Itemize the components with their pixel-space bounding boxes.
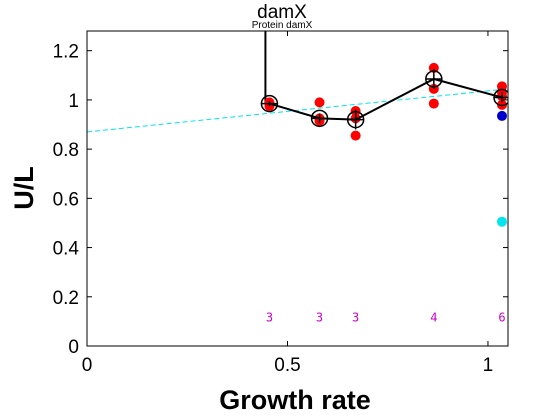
y-axis-label: U/L [9, 166, 39, 210]
x-tick-label: 0 [82, 355, 93, 376]
replicate-point [428, 62, 439, 73]
y-tick-label: 0.6 [53, 189, 79, 210]
fit-line [87, 88, 508, 133]
extra-point-cyan [496, 216, 507, 227]
replicate-count: 3 [266, 311, 273, 325]
y-tick-label: 0.8 [53, 140, 79, 161]
replicate-point [314, 97, 325, 108]
replicate-count: 3 [316, 311, 323, 325]
y-tick-label: 0.4 [53, 239, 80, 260]
y-tick-label: 1 [68, 91, 79, 112]
x-tick-label: 0.5 [274, 355, 300, 376]
mean-line [269, 77, 503, 121]
chart-title: damX [257, 2, 307, 23]
y-tick-label: 0 [68, 337, 79, 358]
y-tick-label: 1.2 [53, 42, 79, 63]
replicate-count: 4 [430, 311, 437, 325]
y-tick-label: 0.2 [53, 288, 79, 309]
replicate-count: 3 [352, 311, 359, 325]
x-tick-label: 1 [483, 355, 494, 376]
x-axis-label: Growth rate [219, 385, 371, 415]
plot-area: 3 3 3 4 6 [87, 31, 508, 325]
replicate-count: 6 [498, 311, 505, 325]
replicate-point [350, 130, 361, 141]
chart-subtitle: Protein damX [252, 20, 313, 31]
extra-point-blue [496, 110, 507, 121]
replicate-point [428, 98, 439, 109]
plot-frame [86, 30, 509, 347]
